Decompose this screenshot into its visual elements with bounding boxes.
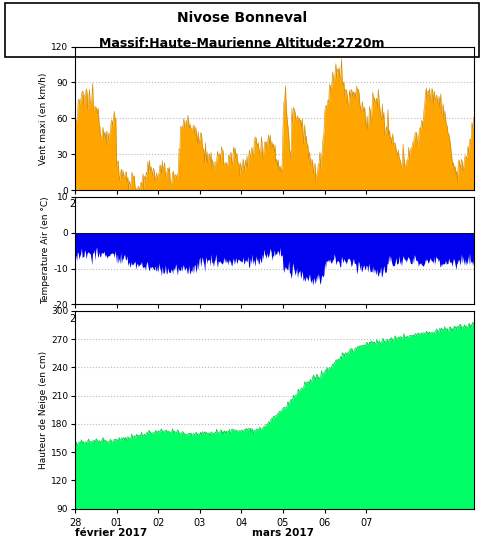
Text: Massif:Haute-Maurienne Altitude:2720m: Massif:Haute-Maurienne Altitude:2720m <box>99 37 385 50</box>
Y-axis label: Vent maxi (en km/h): Vent maxi (en km/h) <box>39 72 48 164</box>
Text: mars 2017: mars 2017 <box>252 529 314 538</box>
Text: Nivose Bonneval: Nivose Bonneval <box>177 11 307 25</box>
Text: février 2017: février 2017 <box>75 529 147 538</box>
Y-axis label: Temperature Air (en °C): Temperature Air (en °C) <box>42 197 50 305</box>
Y-axis label: Hauteur de Neige (en cm): Hauteur de Neige (en cm) <box>39 351 48 469</box>
